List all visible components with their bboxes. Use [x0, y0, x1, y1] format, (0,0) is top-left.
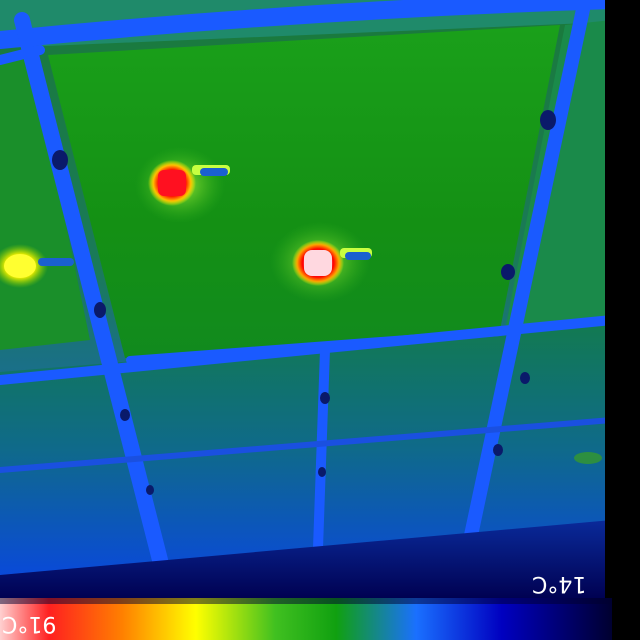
bottom-wall-band [0, 520, 612, 600]
scale-bar-top-band [0, 598, 612, 604]
hotspot-red [148, 160, 230, 206]
black-edge-right [605, 0, 640, 640]
scale-min-label: 14°C [532, 571, 587, 596]
ceiling-grid [0, 0, 621, 568]
rail-fasteners [52, 110, 556, 495]
hotspot-yellow [0, 244, 74, 288]
color-scale-bar [0, 598, 612, 640]
central-panel [48, 25, 560, 358]
scale-max-label: 91°C [2, 611, 57, 636]
warm-patch [574, 452, 602, 464]
hotspot-white [292, 240, 372, 286]
